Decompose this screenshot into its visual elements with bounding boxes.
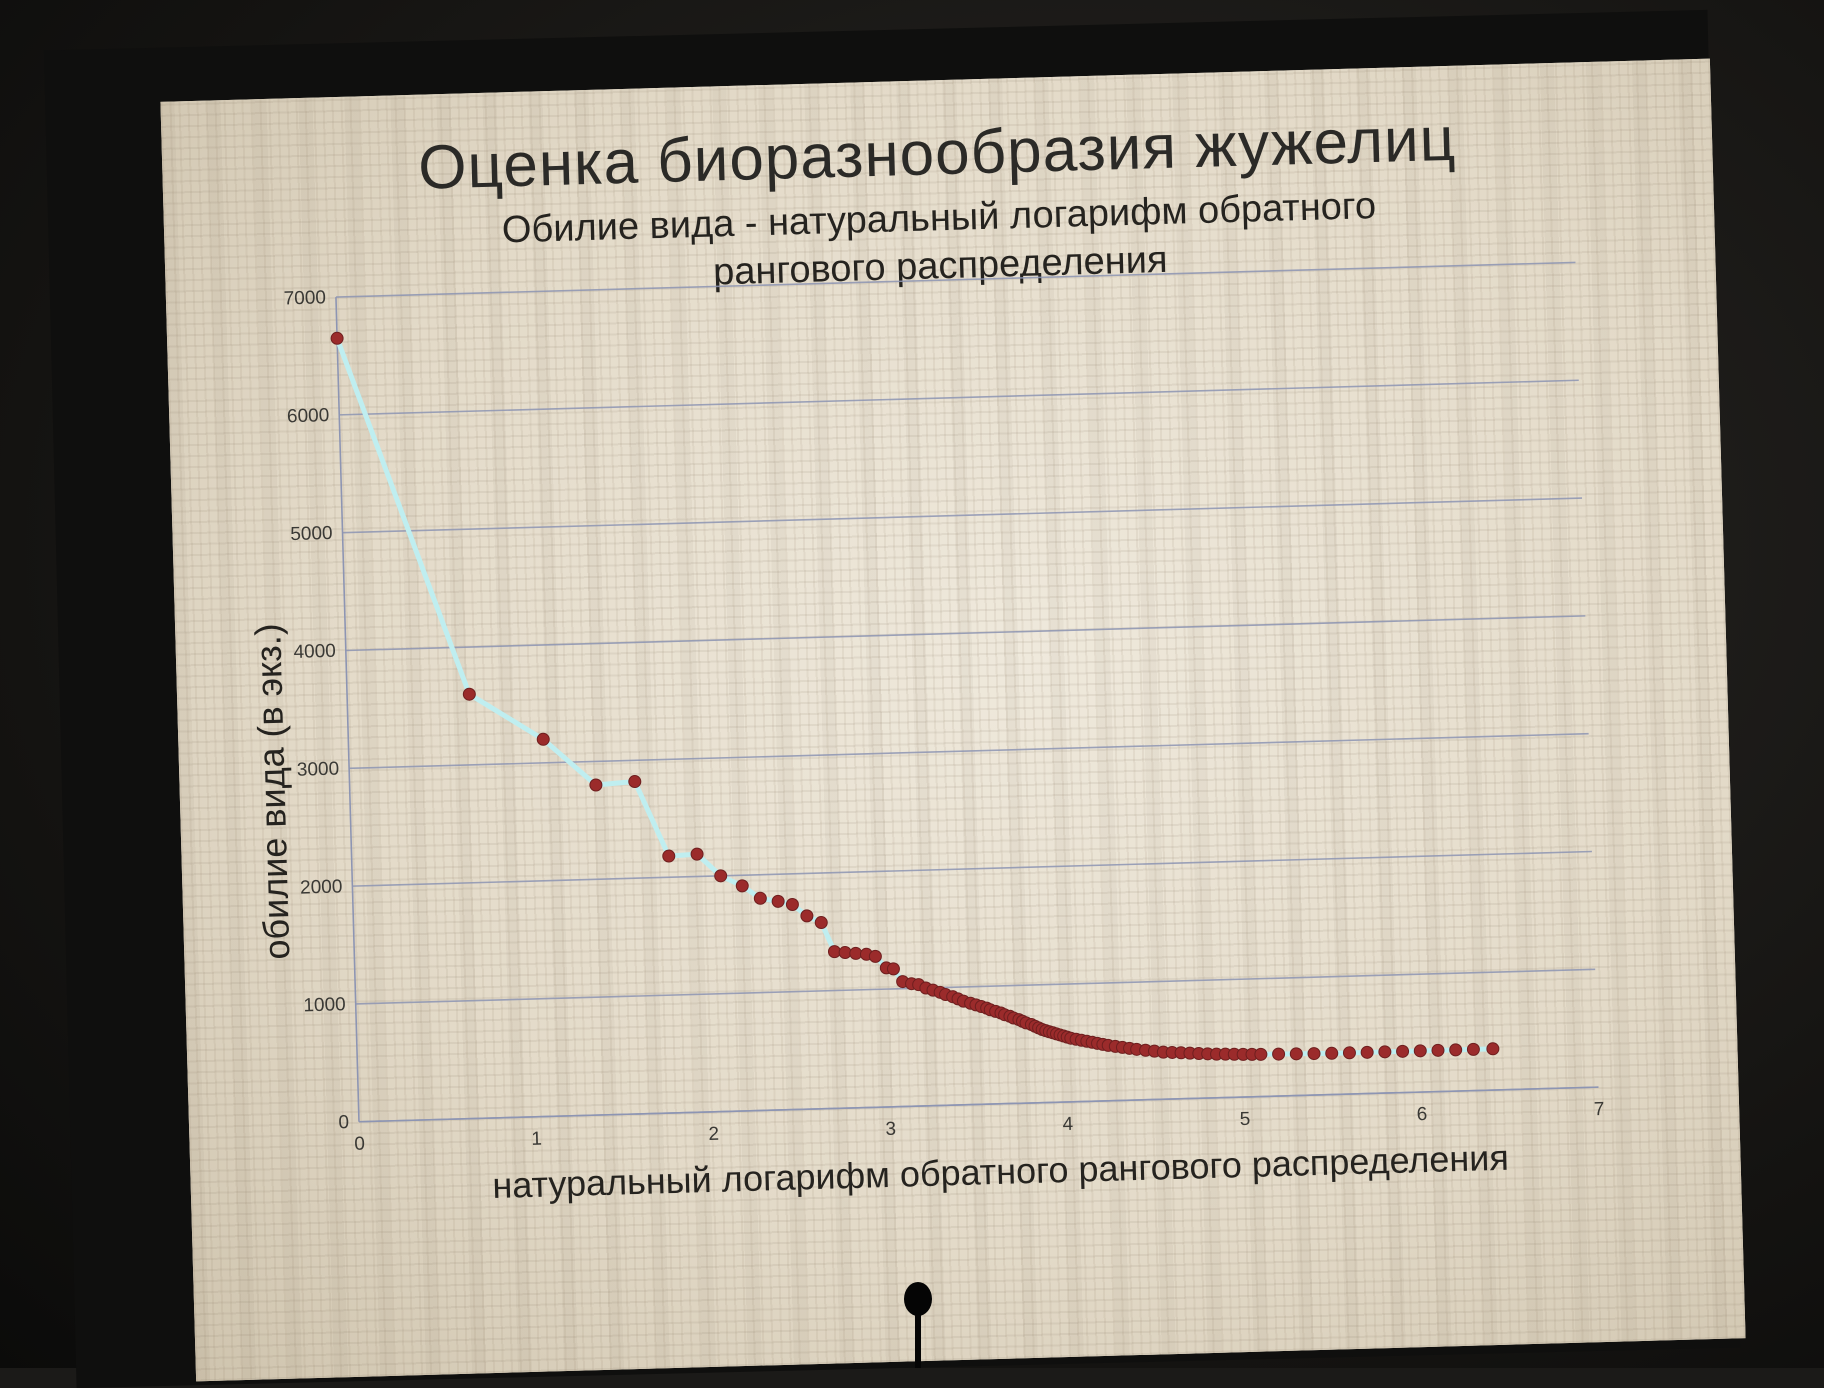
- gridline: [352, 850, 1592, 887]
- y-tick-label: 7000: [283, 287, 326, 309]
- y-tick-label: 6000: [287, 405, 330, 427]
- data-point: [1289, 1047, 1303, 1061]
- y-axis-line: [335, 297, 360, 1122]
- data-point: [536, 732, 550, 746]
- pointer-knob: [904, 1282, 932, 1316]
- gridline: [355, 968, 1596, 1005]
- data-point: [662, 849, 676, 863]
- gridline: [342, 497, 1583, 534]
- data-point: [1449, 1043, 1463, 1057]
- y-tick-label: 2000: [300, 876, 343, 898]
- data-point: [690, 847, 704, 861]
- x-tick-label: 6: [1416, 1104, 1427, 1125]
- data-point: [753, 891, 767, 905]
- x-tick-label: 7: [1594, 1099, 1605, 1120]
- data-point: [714, 869, 728, 883]
- y-tick-label: 4000: [293, 641, 336, 663]
- data-point: [886, 962, 900, 976]
- y-tick-label: 5000: [290, 523, 333, 545]
- x-tick-label: 4: [1062, 1114, 1074, 1135]
- data-point: [1325, 1046, 1339, 1060]
- gridline: [345, 615, 1586, 652]
- x-axis-title: натуральный логарифм обратного рангового…: [492, 1137, 1509, 1206]
- x-tick-label: 2: [708, 1124, 719, 1145]
- data-point: [1413, 1044, 1427, 1058]
- data-point: [462, 687, 476, 701]
- data-point: [1378, 1045, 1392, 1059]
- x-axis-line: [358, 1086, 1599, 1123]
- data-point: [589, 778, 603, 792]
- series-line: [334, 335, 1496, 1057]
- gridline: [339, 379, 1579, 416]
- gridline: [335, 261, 1576, 298]
- x-tick-label: 3: [885, 1119, 896, 1140]
- data-point: [771, 894, 785, 908]
- y-tick-label: 0: [338, 1112, 349, 1133]
- y-axis-title: обилие вида (в экз.): [247, 623, 297, 960]
- gridline: [349, 732, 1589, 770]
- data-point: [814, 916, 828, 930]
- chart: Обилие вида - натуральный логарифм обрат…: [247, 185, 1605, 1206]
- data-point: [1360, 1045, 1374, 1059]
- y-tick-label: 1000: [303, 994, 346, 1016]
- data-point: [868, 949, 882, 963]
- data-point: [1466, 1042, 1480, 1056]
- data-point: [1396, 1044, 1410, 1058]
- data-point: [800, 909, 814, 923]
- pointer-stem: [915, 1312, 921, 1368]
- data-point: [1431, 1043, 1445, 1057]
- y-tick-label: 3000: [297, 759, 340, 781]
- data-point: [628, 775, 642, 789]
- data-point: [1307, 1047, 1321, 1061]
- data-point: [1342, 1046, 1356, 1060]
- data-point: [1486, 1042, 1500, 1056]
- data-point: [735, 879, 749, 893]
- x-tick-label: 5: [1239, 1109, 1250, 1130]
- data-point: [1254, 1047, 1268, 1061]
- x-tick-label: 0: [354, 1134, 365, 1155]
- x-tick-label: 1: [531, 1129, 542, 1150]
- presentation-slide: Оценка биоразнообразия жужелиц Обилие ви…: [160, 58, 1746, 1382]
- data-point: [330, 331, 344, 345]
- data-point: [1272, 1047, 1286, 1061]
- chart-title-line: Обилие вида - натуральный логарифм обрат…: [501, 185, 1376, 251]
- data-point: [785, 897, 799, 911]
